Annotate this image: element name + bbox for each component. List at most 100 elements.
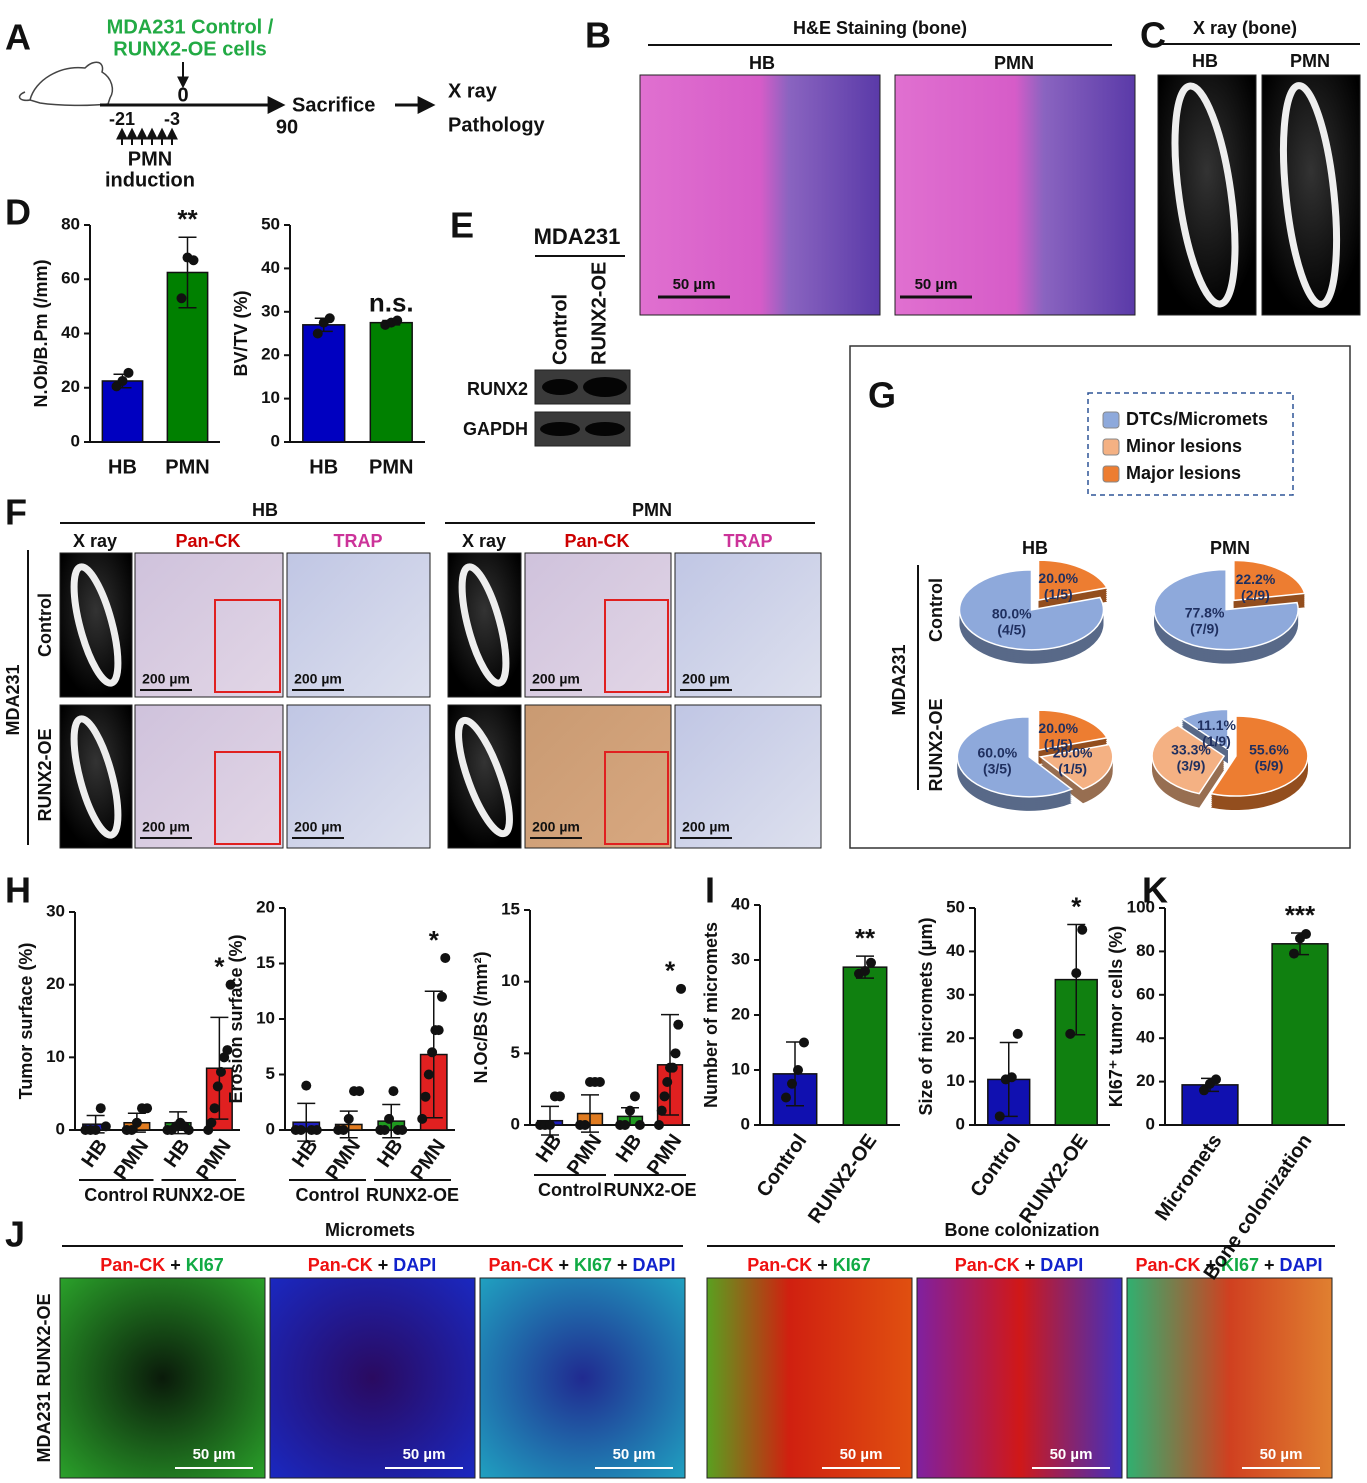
mouse-outline	[18, 61, 114, 107]
pie-slice	[956, 716, 1074, 798]
x-tick-label: PMN	[643, 1130, 687, 1179]
y-tick-label: 50	[261, 214, 280, 233]
scale-label: 200 µm	[682, 671, 730, 687]
x-tick-label: PMN	[407, 1135, 451, 1184]
pie-value-label: 80.0%	[992, 606, 1032, 622]
induction-label: induction	[105, 169, 195, 191]
data-point	[580, 1120, 591, 1130]
y-tick-label: 80	[1136, 941, 1155, 960]
data-point	[1199, 1085, 1209, 1096]
blot-band	[585, 422, 625, 436]
y-tick-label: 20	[261, 345, 280, 364]
y-tick-label: 20	[946, 1028, 965, 1047]
significance: **	[177, 204, 198, 234]
data-point	[95, 1103, 106, 1114]
lane-label: RUNX2-OE	[588, 262, 610, 365]
y-tick-label: 80	[61, 214, 80, 233]
group-label: RUNX2-OE	[603, 1180, 696, 1200]
day-label: -3	[164, 109, 180, 129]
panel-frame	[849, 345, 1351, 849]
column-label-part: Pan-CK	[747, 1255, 812, 1275]
legend-swatch	[1102, 411, 1120, 429]
induction-label: PMN	[128, 148, 172, 170]
panel-letter: E	[450, 205, 474, 246]
y-tick-label: 20	[731, 1004, 750, 1023]
x-tick-label: HB	[309, 456, 338, 478]
data-point	[994, 1111, 1005, 1122]
pie-value-label: 55.6%	[1249, 742, 1289, 758]
x-tick-label: PMN	[563, 1130, 607, 1179]
legend-label: Minor lesions	[1126, 436, 1242, 456]
y-tick-label: 0	[741, 1114, 750, 1133]
pie-slice	[1233, 559, 1306, 602]
pie-value-label: 20.0%	[1053, 745, 1093, 761]
bar	[1181, 1084, 1239, 1126]
x-tick-label: Control	[966, 1130, 1025, 1201]
data-point	[388, 1086, 399, 1097]
y-tick-label: 20	[46, 974, 65, 993]
data-point	[215, 1066, 226, 1077]
pie-count-label: (3/9)	[1177, 757, 1206, 773]
panel-letter: F	[5, 492, 27, 533]
y-tick-label: 15	[256, 953, 275, 972]
data-point	[131, 1117, 142, 1128]
error-bar	[297, 1102, 316, 1142]
significance: *	[429, 925, 440, 955]
micrograph	[134, 552, 284, 698]
band-label: RUNX2	[467, 379, 528, 399]
x-tick-label: RUNX2-OE	[804, 1130, 881, 1227]
day-label: -21	[109, 109, 135, 129]
x-tick-label: Micromets	[1151, 1130, 1226, 1225]
scale-label: 200 µm	[294, 671, 342, 687]
pie-slice	[1038, 743, 1114, 791]
data-point	[793, 1065, 803, 1075]
pie-slice	[1037, 559, 1109, 602]
data-point	[625, 1105, 635, 1116]
data-point	[117, 375, 128, 386]
data-point	[676, 983, 687, 994]
panel-letter: K	[1142, 870, 1168, 911]
column-label: X ray	[73, 531, 117, 551]
micrograph	[706, 1277, 913, 1479]
data-point	[1211, 1074, 1221, 1085]
significance: ***	[1285, 900, 1316, 930]
data-point	[354, 1086, 365, 1097]
scale-label: 200 µm	[682, 819, 730, 835]
inset	[604, 751, 669, 845]
y-tick-label: 10	[501, 971, 520, 990]
y-tick-label: 30	[261, 301, 280, 320]
pie-count-label: (1/9)	[1202, 733, 1231, 749]
error-bar	[581, 1094, 599, 1133]
column-label-part: +	[373, 1255, 394, 1275]
micrograph	[134, 704, 284, 849]
x-tick-label: PMN	[110, 1135, 154, 1184]
bone	[455, 716, 513, 838]
legend-label: DTCs/Micromets	[1126, 409, 1268, 429]
data-point	[436, 991, 447, 1002]
x-tick-label: HB	[288, 1135, 323, 1171]
data-point	[324, 313, 335, 324]
y-tick-label: 40	[946, 941, 965, 960]
micrograph	[674, 552, 822, 698]
row-label: MDA231 RUNX2-OE	[34, 1293, 54, 1462]
y-axis-label: Number of micromets	[701, 922, 721, 1108]
y-axis-label: BV/TV (%)	[231, 290, 251, 376]
pie-slice	[958, 569, 1105, 651]
group-label: PMN	[632, 500, 672, 520]
y-tick-label: 20	[256, 897, 275, 916]
scale-label: 50 µm	[193, 1446, 236, 1463]
data-point	[629, 1091, 640, 1102]
scale-label: 200 µm	[294, 819, 342, 835]
pie-count-label: (1/5)	[1044, 586, 1073, 602]
row-label: RUNX2-OE	[35, 728, 55, 821]
data-point	[1077, 924, 1088, 935]
panel-letter: J	[5, 1214, 25, 1255]
significance: n.s.	[369, 287, 414, 317]
bone	[458, 563, 510, 687]
data-point	[142, 1103, 153, 1114]
band-label: GAPDH	[463, 419, 528, 439]
data-point	[653, 1120, 664, 1130]
inset	[214, 751, 281, 845]
lane-label: Control	[549, 294, 571, 365]
